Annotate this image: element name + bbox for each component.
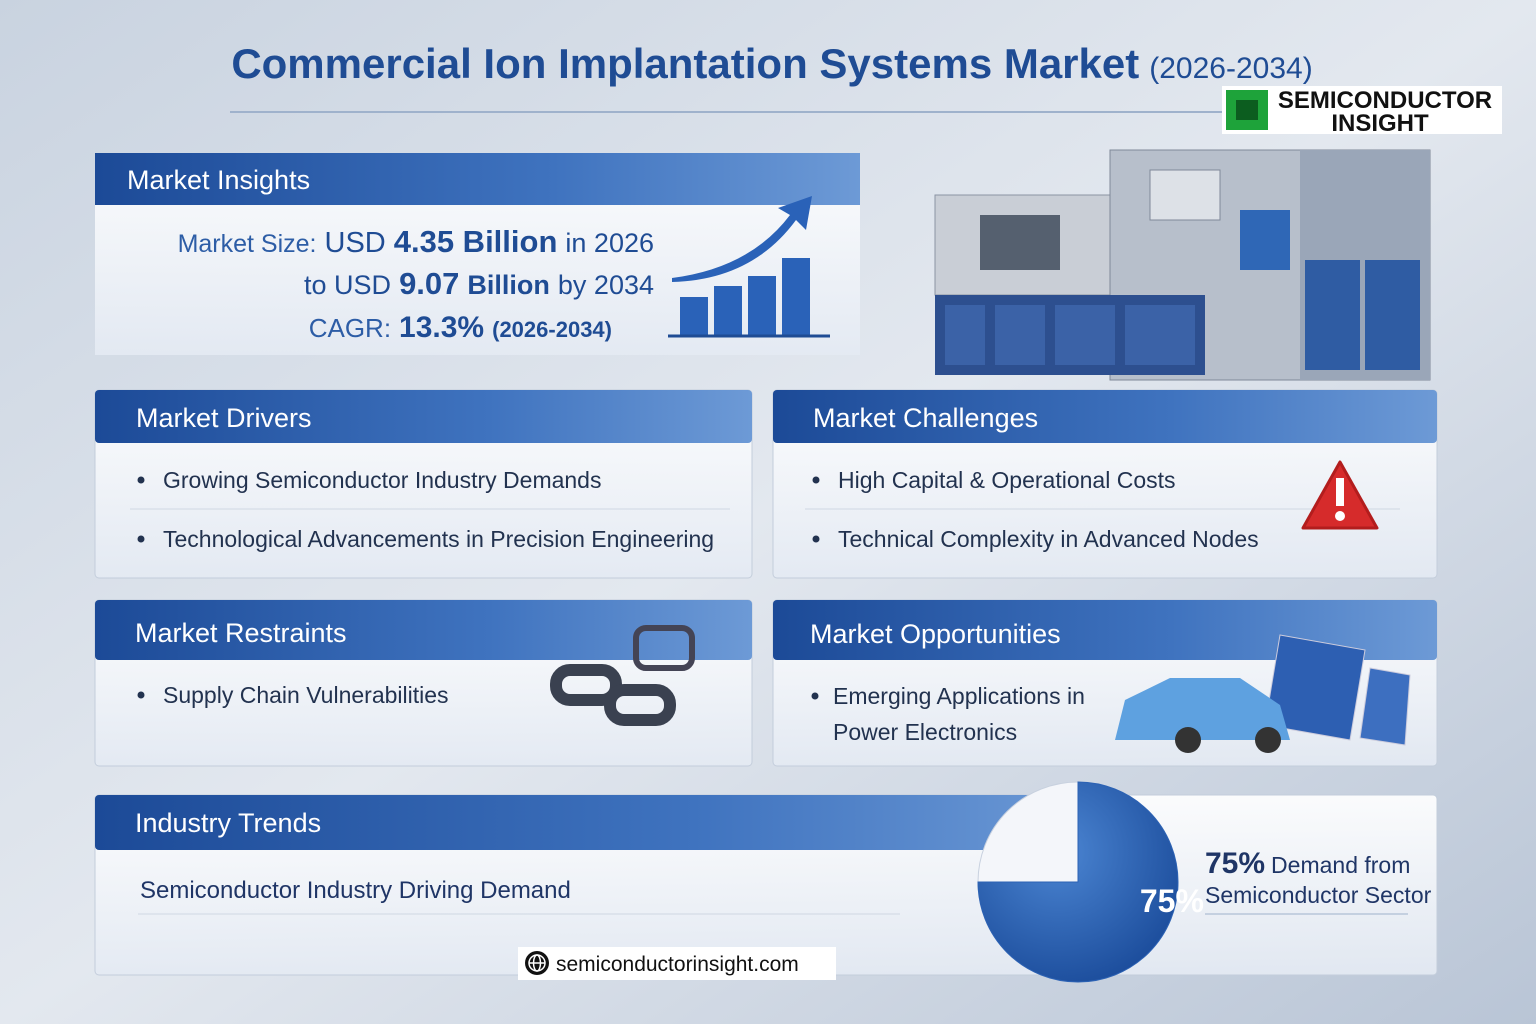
logo-line1: SEMICONDUCTOR [1278,87,1492,114]
caption-line: Demand from [1271,852,1410,878]
caption-value: 75% [1205,847,1265,880]
chain-icon [550,625,695,726]
bullet-item: Technical Complexity in Advanced Nodes [838,526,1259,552]
end-value: 9.07 [399,266,459,301]
size-suffix: in 2026 [565,228,654,258]
logo: SEMICONDUCTOR INSIGHT [1222,86,1502,137]
logo-line2: INSIGHT [1331,110,1429,137]
panel-heading: Market Drivers [136,403,312,433]
drivers-panel: Market Drivers [94,389,753,579]
website-url: semiconductorinsight.com [556,953,799,976]
panel-heading: Market Restraints [135,618,347,648]
title-years: (2026-2034) [1149,52,1312,85]
panel-heading: Market Opportunities [810,619,1061,649]
cagr-value: 13.3% [399,311,484,344]
growth-icon [668,196,830,338]
title-main: Commercial Ion Implantation Systems Mark… [231,40,1139,87]
bullet-line: Emerging Applications in [833,683,1085,709]
end-suffix: by 2034 [558,270,654,300]
caption-line: Semiconductor Sector [1205,882,1432,908]
cagr-label: CAGR: [309,313,391,343]
bullet [137,476,145,484]
pie-caption: 75% Demand from [1205,847,1410,880]
bullet [812,535,820,543]
bullet-line: Power Electronics [833,719,1017,745]
bullet [137,535,145,543]
bullet [812,476,820,484]
insights-panel: Market Insights Market Size: USD 4.35 Bill… [95,153,860,355]
solar-car-icon [1115,634,1411,753]
challenges-panel: Market Challenges [772,389,1438,579]
bullet [811,692,819,700]
end-unit: Billion [467,270,550,300]
bullet-item: Technological Advancements in Precision … [163,526,714,552]
size-line: Market Size: USD 4.35 Billion in 2026 [178,224,654,259]
title: Commercial Ion Implantation Systems Mark… [231,40,1312,87]
bullet-item: Growing Semiconductor Industry Demands [163,467,601,493]
bullet-item: High Capital & Operational Costs [838,467,1176,493]
bullet [137,691,145,699]
pie-label: 75% [1140,883,1204,919]
panel-heading: Industry Trends [135,808,321,838]
cagr-line: CAGR: 13.3% (2026-2034) [309,311,612,344]
website: semiconductorinsight.com [518,947,836,980]
end-line: to USD 9.07 Billion by 2034 [304,266,654,301]
restraints-panel: Market Restraints [94,599,753,767]
machine-illustration [934,149,1431,381]
size-prefix: USD [325,227,386,259]
bullet-item: Supply Chain Vulnerabilities [163,682,449,708]
panel-heading: Market Challenges [813,403,1038,433]
opportunities-panel: Market Opportunities [772,599,1438,767]
panel-heading: Market Insights [127,165,310,195]
trend-text: Semiconductor Industry Driving Demand [140,877,571,904]
end-prefix: to USD [304,270,391,300]
size-start: 4.35 Billion [394,224,558,259]
cagr-period: (2026-2034) [492,317,612,342]
size-label: Market Size: [178,230,317,258]
pie-slice [977,781,1179,983]
